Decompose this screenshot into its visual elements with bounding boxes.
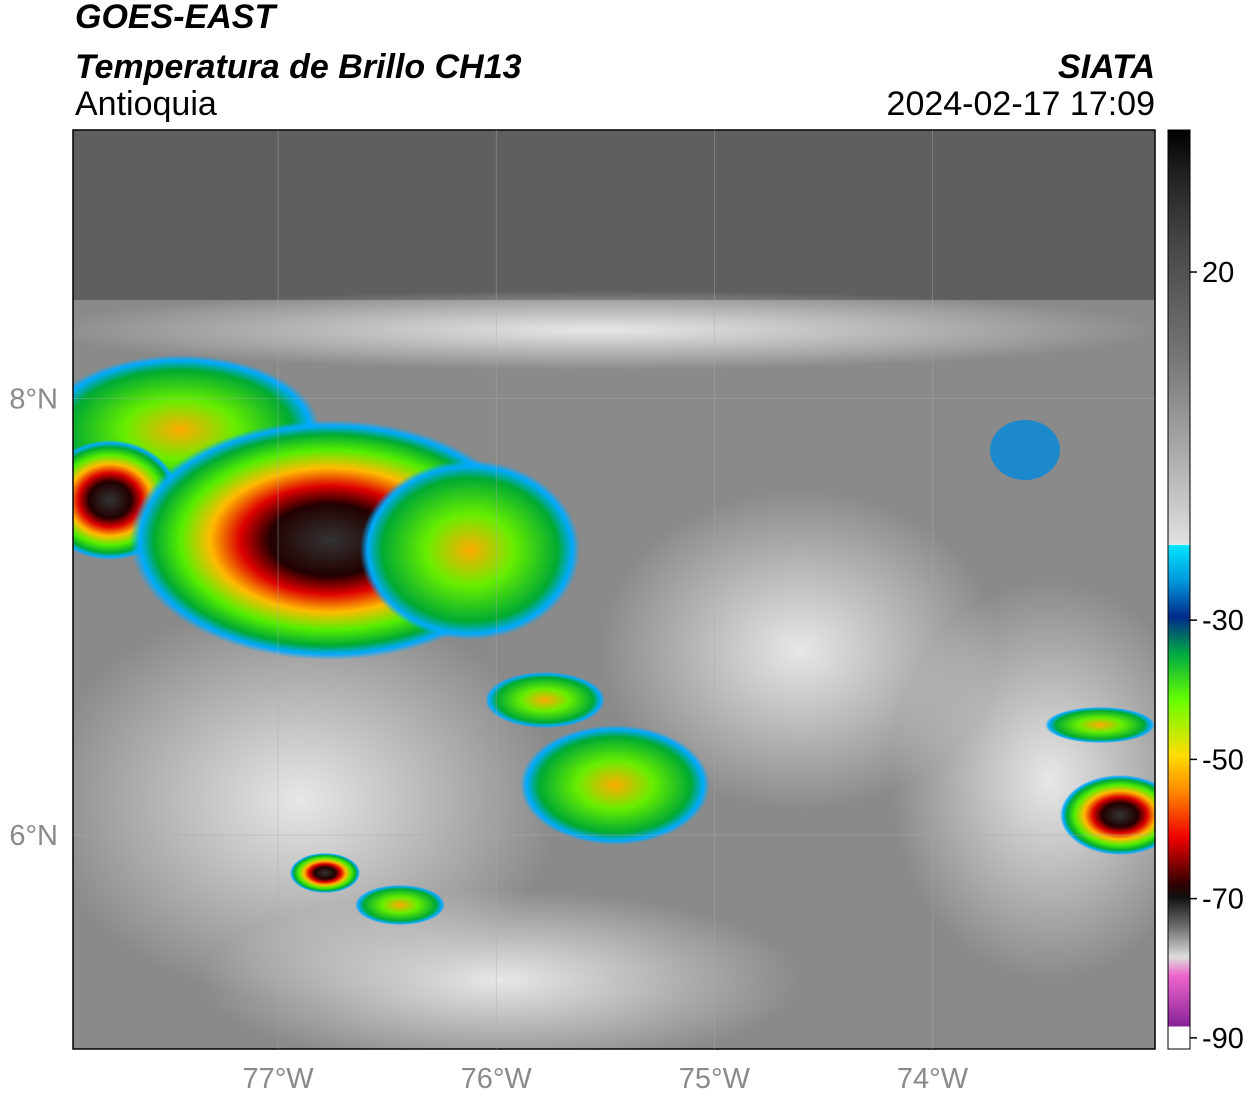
title: GOES-EAST [75, 0, 278, 36]
lat-tick-label: 8°N [9, 383, 58, 415]
lon-tick-label: 77°W [242, 1063, 314, 1095]
colorbar-tick-label: 20 [1202, 257, 1234, 289]
colorbar-tick-label: -90 [1202, 1023, 1244, 1055]
imagery [73, 130, 1155, 1049]
colorbar-tick-label: -50 [1202, 744, 1244, 776]
colorbar-tick-label: -70 [1202, 884, 1244, 916]
lon-tick-label: 74°W [897, 1063, 969, 1095]
lat-tick-label: 6°N [9, 820, 58, 852]
lon-tick-label: 76°W [461, 1063, 533, 1095]
lon-tick-label: 75°W [679, 1063, 751, 1095]
subtitle: Temperatura de Brillo CH13 [75, 48, 522, 86]
timestamp: 2024-02-17 17:09 [887, 85, 1155, 123]
source: SIATA [1058, 48, 1155, 86]
colorbar-tick-label: -30 [1202, 605, 1244, 637]
map-frame [72, 129, 1156, 1050]
region: Antioquia [75, 85, 217, 123]
colorbar [1167, 129, 1191, 1050]
